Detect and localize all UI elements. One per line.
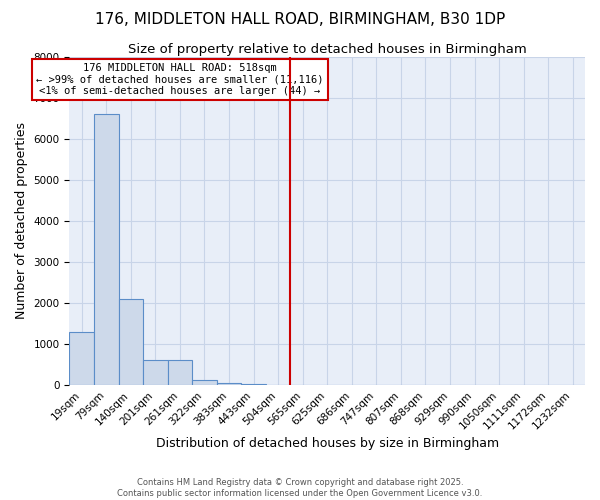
Text: 176 MIDDLETON HALL ROAD: 518sqm
← >99% of detached houses are smaller (11,116)
<: 176 MIDDLETON HALL ROAD: 518sqm ← >99% o… [36,63,323,96]
Text: Contains HM Land Registry data © Crown copyright and database right 2025.
Contai: Contains HM Land Registry data © Crown c… [118,478,482,498]
Text: 176, MIDDLETON HALL ROAD, BIRMINGHAM, B30 1DP: 176, MIDDLETON HALL ROAD, BIRMINGHAM, B3… [95,12,505,28]
Bar [217,382,241,385]
Bar [192,380,217,385]
Bar [241,384,266,385]
Y-axis label: Number of detached properties: Number of detached properties [15,122,28,320]
Bar [143,360,167,385]
Bar [94,114,119,385]
X-axis label: Distribution of detached houses by size in Birmingham: Distribution of detached houses by size … [155,437,499,450]
Bar [119,299,143,385]
Title: Size of property relative to detached houses in Birmingham: Size of property relative to detached ho… [128,42,527,56]
Bar [167,360,192,385]
Bar [70,332,94,385]
